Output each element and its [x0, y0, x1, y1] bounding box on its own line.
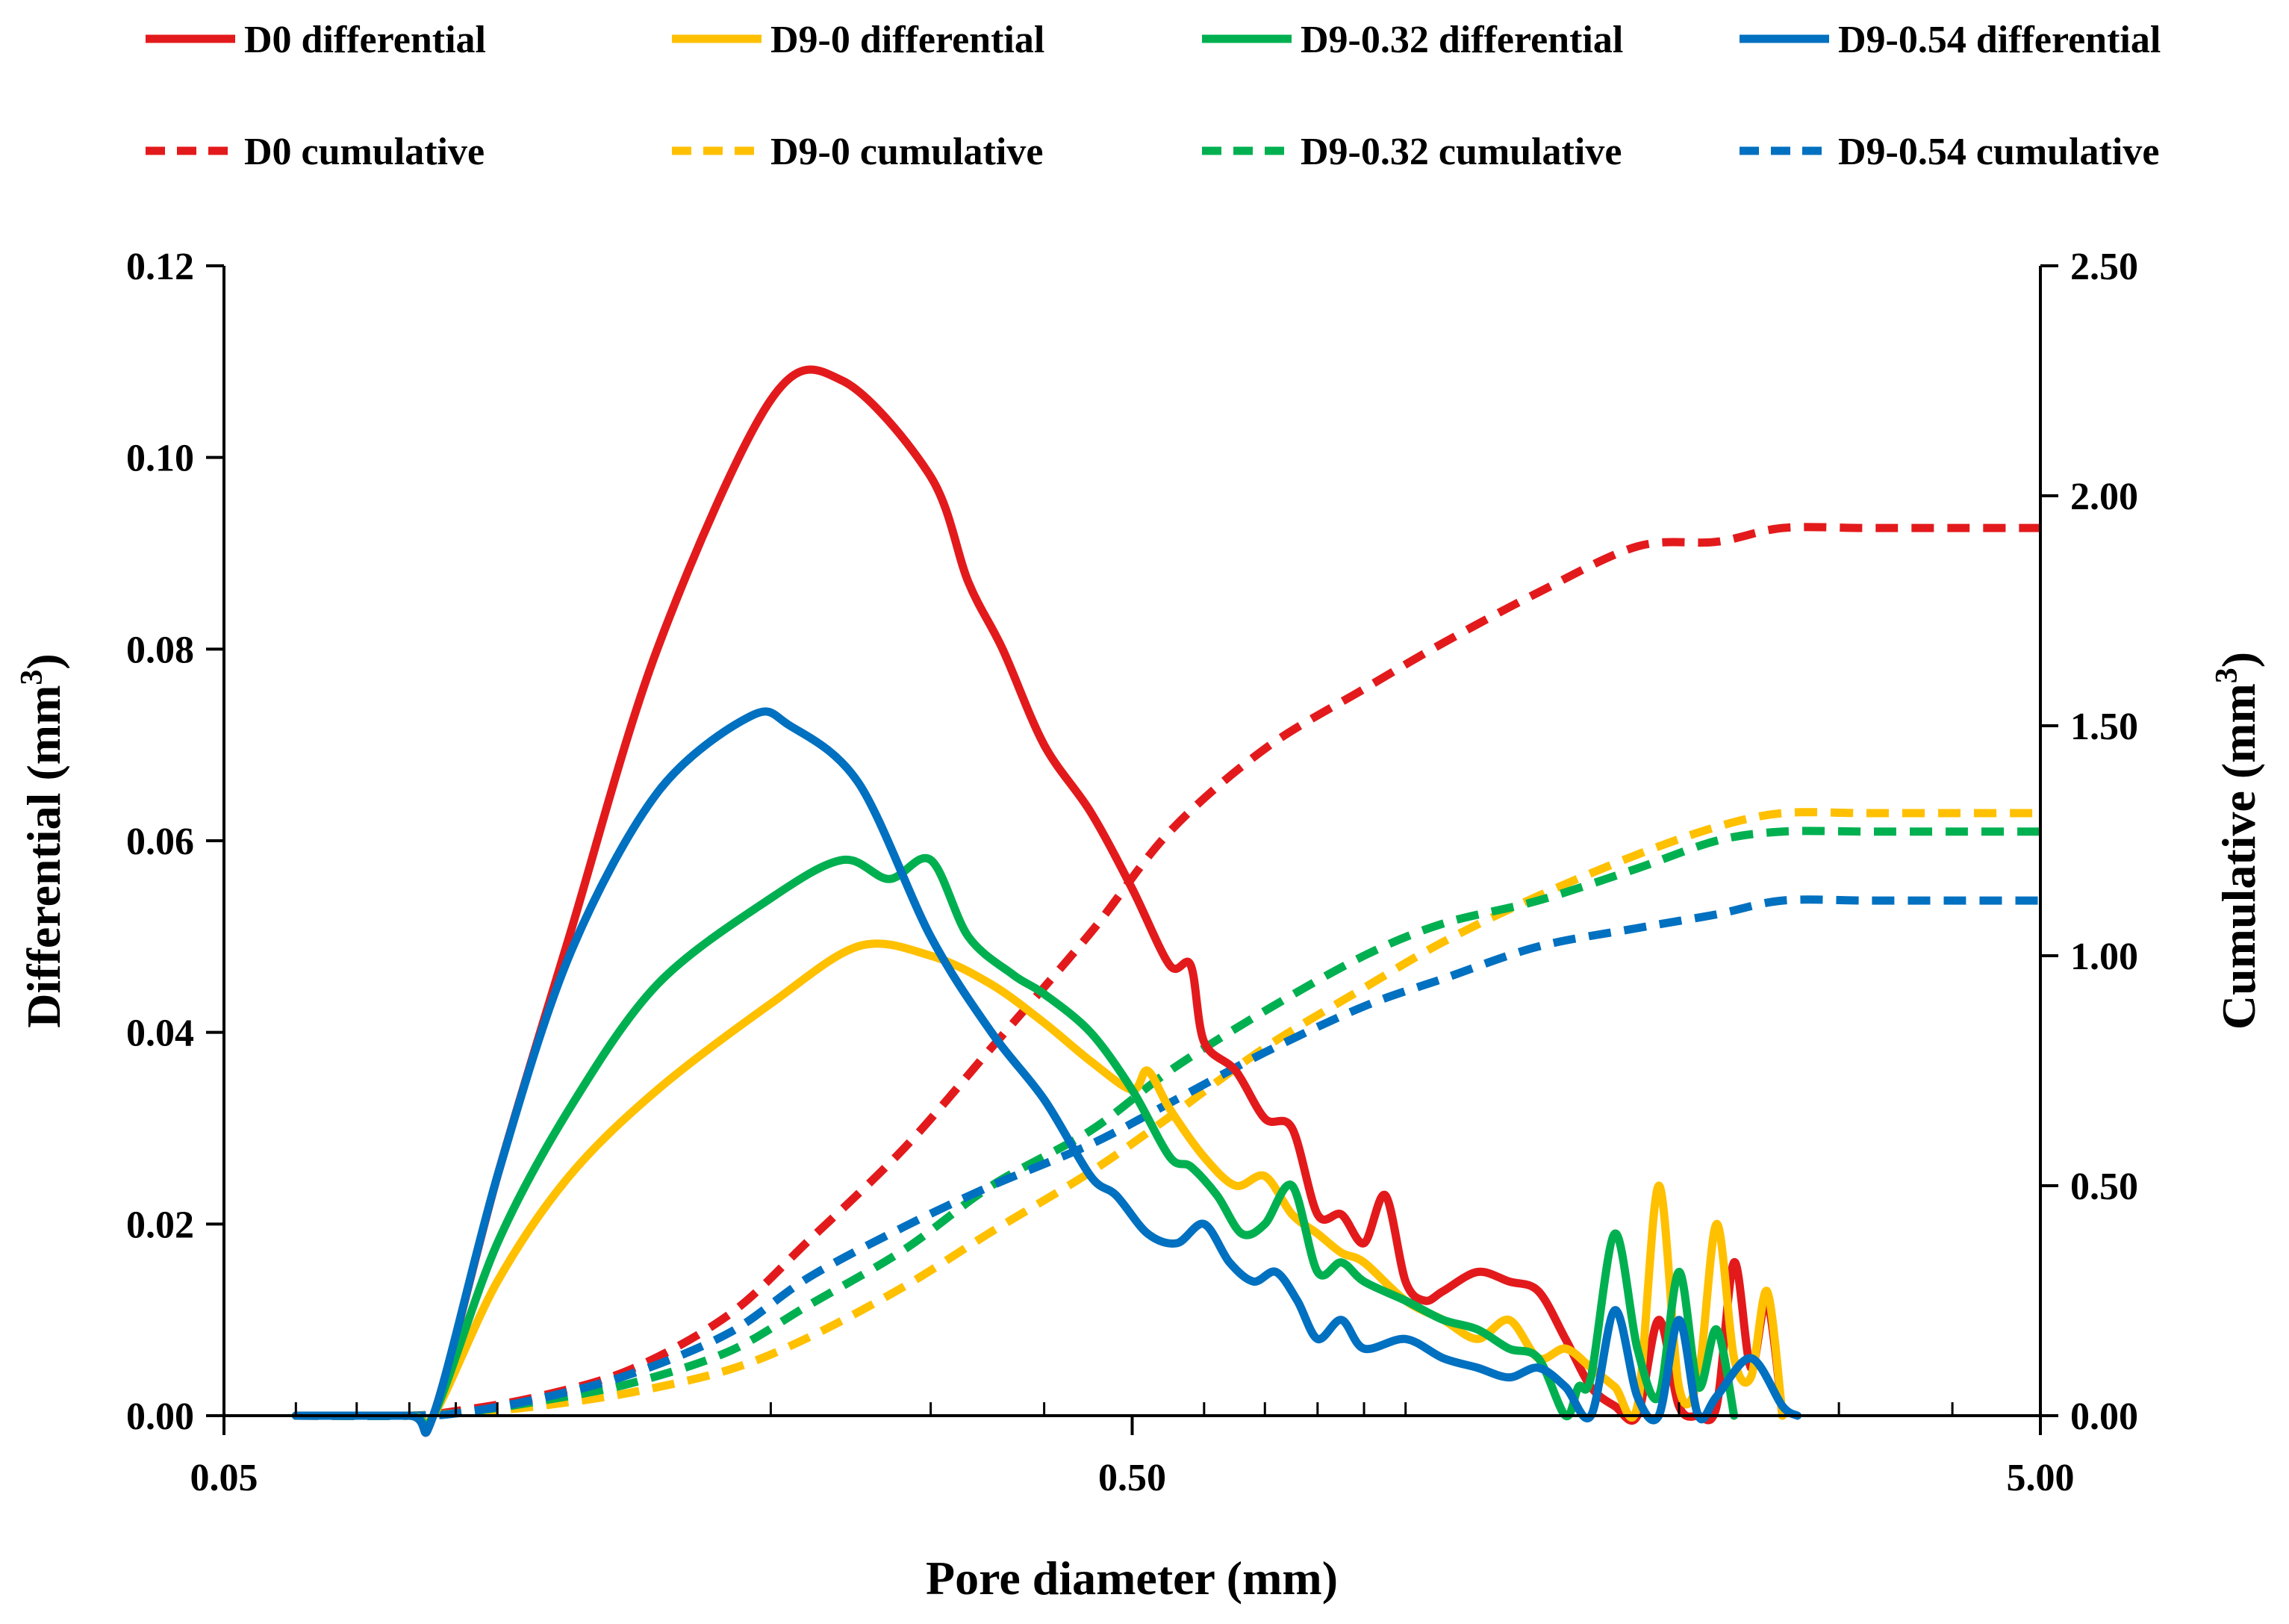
legend-label: D9-0 differential	[770, 19, 1044, 61]
series-line-d9-0-32-differential	[291, 853, 1739, 1432]
series-line-d9-0-32-cumulative	[296, 827, 2040, 1420]
y-right-tick-label: 0.00	[2070, 1396, 2138, 1438]
legend-label: D0 cumulative	[244, 131, 485, 173]
y-left-axis-title: Differential (mm3)	[15, 653, 70, 1027]
y-right-axis-title-sup: 3	[2210, 668, 2244, 683]
x-tick-label: 0.50	[1098, 1457, 1166, 1499]
y-left-axis-title-close: )	[17, 653, 70, 669]
y-left-tick-label: 0.00	[126, 1396, 194, 1438]
y-right-tick-label: 2.50	[2070, 246, 2138, 288]
series-line-d0-differential	[291, 365, 1787, 1437]
y-left-axis-title-sup: 3	[15, 670, 49, 685]
y-left-tick-label: 0.02	[126, 1204, 194, 1246]
y-right-axis-title-text: Cumulative (mm	[2212, 683, 2265, 1030]
legend-label: D9-0.54 cumulative	[1838, 131, 2159, 173]
series-line-d9-0-differential	[291, 939, 1787, 1430]
y-right-tick-label: 0.50	[2070, 1166, 2138, 1208]
legend-label: D9-0.54 differential	[1838, 19, 2161, 61]
series-layer	[291, 365, 2040, 1437]
ticks: 0.05 0.50 5.00 0.00 0.02 0.04 0.06 0.08 0.10 0.12…	[126, 246, 2138, 1499]
y-right-tick-label: 1.50	[2070, 706, 2138, 748]
x-tick-label: 5.00	[2007, 1457, 2075, 1499]
x-tick-label: 0.05	[190, 1457, 258, 1499]
y-left-tick-label: 0.08	[126, 629, 194, 671]
legend: D0 differential D9-0 differential D9-0.32 …	[146, 19, 2161, 173]
legend-label: D0 differential	[244, 19, 486, 61]
y-left-tick-label: 0.04	[126, 1012, 194, 1055]
legend-label: D9-0.32 cumulative	[1301, 131, 1622, 173]
y-left-tick-label: 0.12	[126, 246, 194, 288]
series-line-d9-0-54-differential	[291, 707, 1801, 1437]
y-left-axis-title-text: Differential (mm	[17, 685, 70, 1028]
y-right-axis-title-close: )	[2212, 652, 2265, 668]
x-axis-title: Pore diameter (mm)	[926, 1552, 1338, 1605]
y-left-tick-label: 0.06	[126, 821, 194, 863]
y-right-axis-title: Cumulative (mm3)	[2210, 652, 2265, 1030]
series-line-d9-0-cumulative	[296, 808, 2040, 1420]
series-line-d0-cumulative	[296, 523, 2040, 1420]
legend-label: D9-0 cumulative	[770, 131, 1043, 173]
y-right-tick-label: 2.00	[2070, 476, 2138, 518]
y-left-tick-label: 0.10	[126, 438, 194, 480]
y-right-tick-label: 1.00	[2070, 936, 2138, 978]
legend-label: D9-0.32 differential	[1301, 19, 1623, 61]
